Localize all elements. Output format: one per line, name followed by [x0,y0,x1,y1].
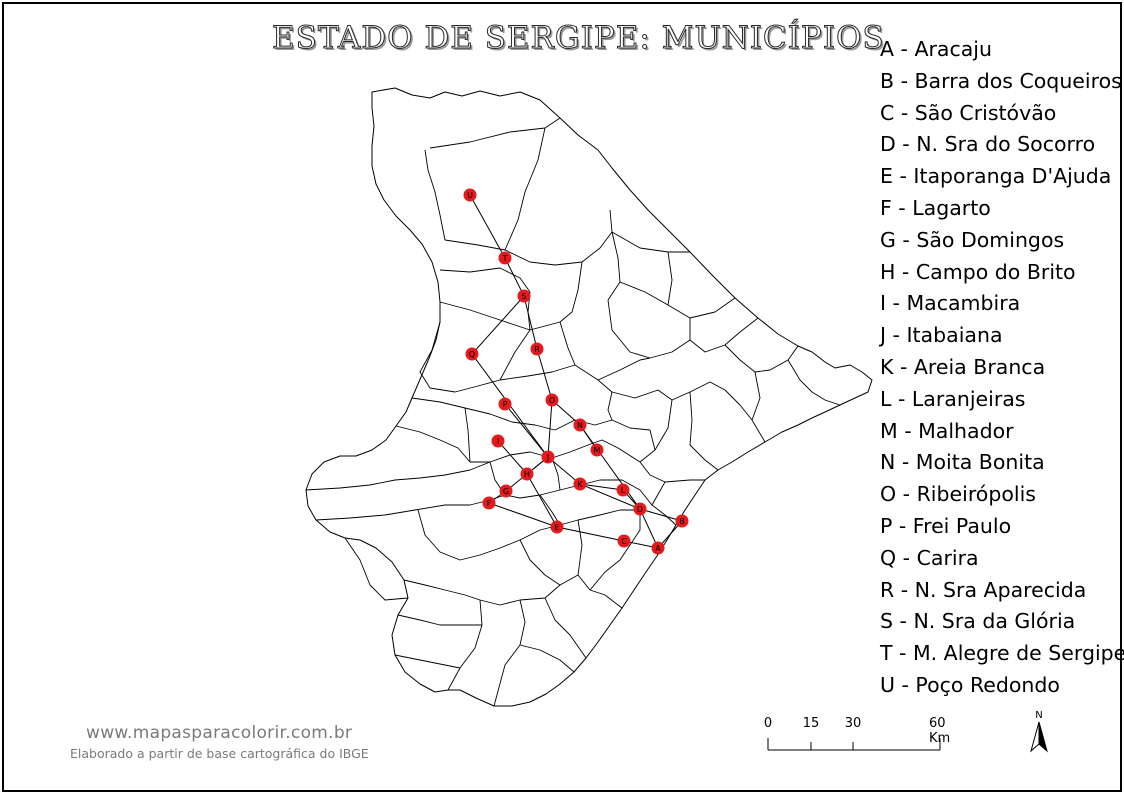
legend-item: E - Itaporanga D'Ajuda [880,164,1112,189]
marker-label: E [554,523,559,532]
marker-label: A [655,544,661,553]
marker-j[interactable]: J [541,450,555,464]
legend-item: I - Macambira [880,291,1021,316]
municipal-boundaries [305,117,841,707]
marker-m[interactable]: M [590,443,604,457]
marker-f[interactable]: F [482,496,496,510]
marker-o[interactable]: O [545,393,559,407]
legend-item: A - Aracaju [880,37,992,61]
legend-item: L - Laranjeiras [880,386,1026,411]
scale-label: 15 [802,716,820,731]
north-arrow-icon: N [1030,710,1048,753]
marker-b[interactable]: B [675,514,689,528]
legend-item: Q - Carira [880,545,979,570]
marker-label: Q [469,350,475,359]
marker-label: K [577,480,583,489]
marker-e[interactable]: E [550,520,564,534]
scale-labels: 0 15 30 60 Km [755,716,955,766]
marker-d[interactable]: D [633,502,647,516]
legend-item: K - Areia Branca [880,354,1046,379]
legend-item: C - São Cristóvão [880,100,1057,125]
legend-item: G - São Domingos [880,227,1065,252]
legend-item: H - Campo do Brito [880,259,1076,284]
marker-label: S [521,292,526,301]
scale-label: 0 [763,716,773,731]
marker-label: L [621,486,626,495]
marker-s[interactable]: S [517,289,531,303]
legend-item: T - M. Alegre de Sergipe [880,641,1124,666]
marker-label: C [621,537,627,546]
marker-t[interactable]: T [498,251,512,265]
marker-label: M [594,446,601,455]
marker-r[interactable]: R [530,342,544,356]
scale-label: 60 Km [929,716,951,746]
marker-label: D [637,505,643,514]
legend: A - Aracaju B - Barra dos Coqueiros C - … [880,34,1124,702]
legend-item: S - N. Sra da Glória [880,609,1076,634]
marker-label: U [467,191,473,200]
source-credit: Elaborado a partir de base cartográfica … [70,746,369,761]
marker-label: I [497,437,499,446]
scale-bar [767,738,941,751]
marker-label: R [534,345,540,354]
marker-label: H [524,470,530,479]
marker-label: B [679,517,685,526]
marker-p[interactable]: P [498,397,512,411]
marker-label: G [503,487,509,496]
marker-k[interactable]: K [573,477,587,491]
north-label: N [1035,710,1042,721]
marker-a[interactable]: A [651,541,665,555]
marker-g[interactable]: G [499,484,513,498]
marker-n[interactable]: N [573,418,587,432]
legend-item: M - Malhador [880,418,1014,443]
marker-c[interactable]: C [617,534,631,548]
markers: U T S Q R P O N I J M H G K L F D E B C … [463,188,689,555]
marker-label: T [502,254,508,263]
marker-l[interactable]: L [616,483,630,497]
scale-label: 30 [844,716,862,731]
marker-label: J [546,453,549,462]
marker-u[interactable]: U [463,188,477,202]
marker-h[interactable]: H [520,467,534,481]
legend-item: D - N. Sra do Socorro [880,132,1096,157]
legend-item: U - Poço Redondo [880,672,1060,697]
marker-i[interactable]: I [491,434,505,448]
marker-label: F [487,499,492,508]
marker-label: P [503,400,508,409]
marker-label: N [577,421,583,430]
marker-label: O [549,396,555,405]
map-title: ESTADO DE SERGIPE: MUNICÍPIOS [272,20,885,57]
legend-item: N - Moita Bonita [880,450,1045,475]
legend-item: O - Ribeirópolis [880,482,1036,507]
legend-item: P - Frei Paulo [880,513,1012,538]
legend-item: R - N. Sra Aparecida [880,577,1087,602]
legend-item: J - Itabaiana [880,323,1003,348]
website-link[interactable]: www.mapasparacolorir.com.br [86,723,353,743]
legend-item: B - Barra dos Coqueiros [880,68,1122,93]
legend-item: F - Lagarto [880,195,991,220]
state-outline [305,87,873,707]
marker-q[interactable]: Q [465,347,479,361]
